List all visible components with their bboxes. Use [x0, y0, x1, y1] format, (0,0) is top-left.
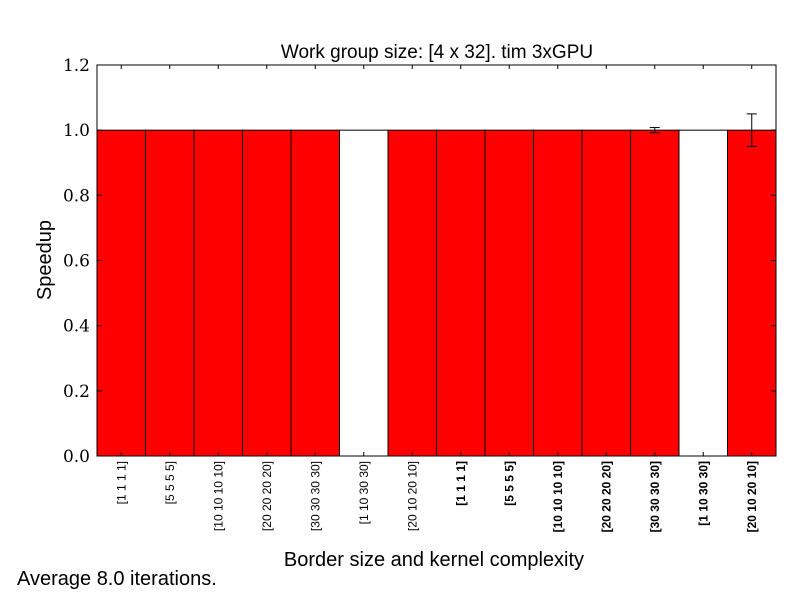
y-tick-label-0.6: 0.6: [63, 252, 90, 272]
x-tick-label-9: [5 5 5 5]: [502, 461, 516, 506]
bar-11: [581, 129, 631, 457]
y-tick-label-0.8: 0.8: [63, 186, 90, 206]
bars-group: [96, 129, 777, 457]
bar-10: [533, 129, 583, 457]
footer-note: Average 8.0 iterations.: [17, 568, 217, 590]
bar-5: [290, 129, 340, 457]
bar-12: [630, 129, 680, 457]
x-tick-label-12: [30 30 30 30]: [648, 461, 662, 532]
errorbars-group: [649, 113, 757, 147]
bar-8: [436, 129, 486, 457]
x-tick-label-5: [30 30 30 30]: [308, 461, 322, 531]
bar-3: [193, 129, 243, 457]
x-tick-label-13: [1 10 30 30]: [696, 461, 710, 526]
bar-4: [242, 129, 292, 457]
chart-title: Work group size: [4 x 32]. tim 3xGPU: [281, 42, 593, 63]
bar-7: [387, 129, 437, 457]
x-tick-label-8: [1 1 1 1]: [454, 461, 468, 506]
x-tick-label-7: [20 10 20 10]: [405, 461, 419, 531]
y-tick-label-1.2: 1.2: [63, 56, 90, 76]
x-tick-label-10: [10 10 10 10]: [551, 461, 565, 532]
bar-14: [727, 129, 777, 457]
y-tick-label-0.0: 0.0: [63, 447, 90, 467]
y-axis-ticks: 0.0 0.2 0.4 0.6 0.8 1.0 1.2: [63, 56, 776, 467]
x-axis-label: Border size and kernel complexity: [284, 549, 584, 571]
bar-2: [145, 129, 195, 457]
y-tick-label-0.2: 0.2: [63, 382, 90, 402]
x-tick-label-11: [20 20 20 20]: [599, 461, 613, 532]
y-axis-label: Speedup: [34, 220, 56, 300]
x-tick-label-1: [1 1 1 1]: [114, 461, 128, 504]
y-tick-label-0.4: 0.4: [63, 317, 90, 337]
y-tick-label-1.0: 1.0: [63, 121, 90, 141]
bar-9: [484, 129, 534, 457]
x-tick-label-3: [10 10 10 10]: [211, 461, 225, 531]
bar-6: [339, 129, 389, 457]
x-axis-ticks: [1 1 1 1] [5 5 5 5] [10 10 10 10] [20 20 20…: [114, 65, 759, 532]
x-tick-label-6: [1 10 30 30]: [357, 461, 371, 524]
x-tick-label-14: [20 10 20 10]: [745, 461, 759, 532]
x-tick-label-2: [5 5 5 5]: [163, 461, 177, 504]
bar-13: [678, 129, 728, 457]
bar-1: [96, 129, 146, 457]
x-tick-label-4: [20 20 20 20]: [260, 461, 274, 531]
